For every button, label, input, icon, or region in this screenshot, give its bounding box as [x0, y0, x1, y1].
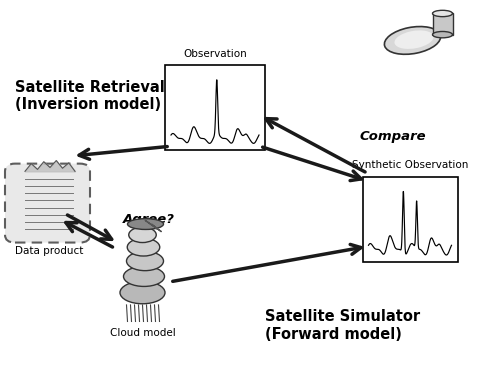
Polygon shape	[145, 220, 162, 232]
Ellipse shape	[124, 266, 164, 286]
Ellipse shape	[128, 219, 164, 229]
Text: Satellite Simulator
(Forward model): Satellite Simulator (Forward model)	[265, 309, 420, 341]
FancyBboxPatch shape	[5, 164, 90, 243]
Ellipse shape	[127, 238, 160, 256]
Text: Agree?: Agree?	[122, 213, 174, 226]
Ellipse shape	[384, 27, 440, 54]
Bar	[362, 177, 458, 262]
Ellipse shape	[394, 30, 434, 49]
Text: Compare: Compare	[360, 130, 426, 143]
Text: Observation: Observation	[183, 49, 247, 59]
Bar	[432, 13, 452, 35]
Ellipse shape	[129, 227, 156, 243]
Ellipse shape	[126, 251, 164, 271]
Ellipse shape	[432, 32, 452, 38]
Ellipse shape	[432, 10, 452, 17]
Ellipse shape	[120, 281, 165, 304]
Text: Data product: Data product	[15, 246, 84, 256]
Text: Cloud model: Cloud model	[110, 328, 176, 338]
Bar	[165, 65, 265, 150]
Text: Synthetic Observation: Synthetic Observation	[352, 160, 468, 170]
Text: Satellite Retrieval
(Inversion model): Satellite Retrieval (Inversion model)	[15, 80, 165, 112]
